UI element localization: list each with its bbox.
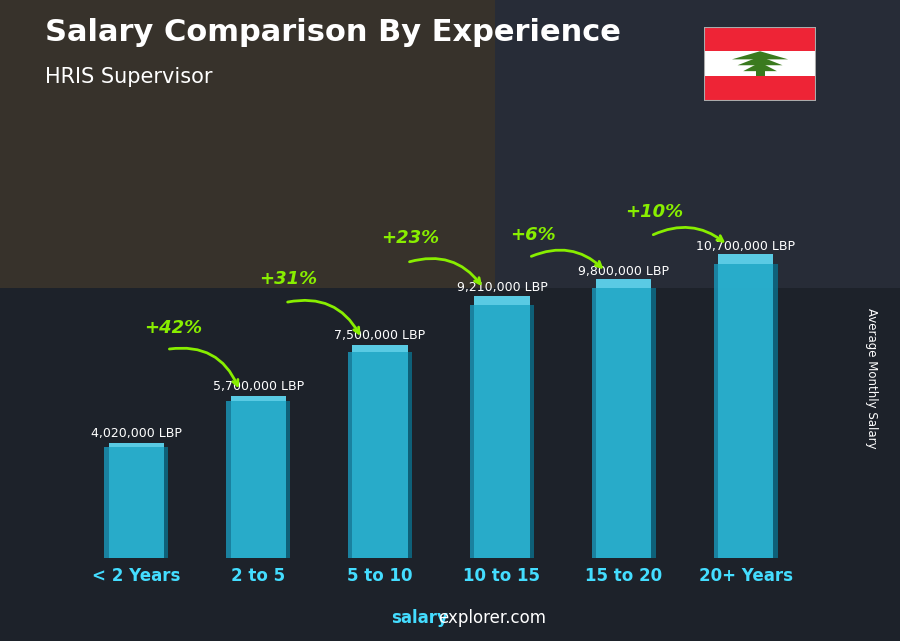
Text: +6%: +6% — [509, 226, 555, 244]
Bar — [408, 351, 411, 558]
Bar — [773, 263, 778, 558]
Bar — [495, 0, 900, 288]
Bar — [704, 51, 816, 76]
Text: 9,800,000 LBP: 9,800,000 LBP — [579, 265, 670, 278]
Bar — [348, 351, 353, 558]
Text: +10%: +10% — [626, 203, 683, 221]
Bar — [230, 401, 285, 558]
Bar — [285, 401, 290, 558]
Text: salary: salary — [392, 609, 448, 627]
Bar — [474, 296, 529, 304]
Bar — [230, 395, 285, 401]
Bar — [104, 447, 109, 558]
Text: +23%: +23% — [382, 229, 439, 247]
Bar — [704, 76, 816, 101]
Bar — [164, 447, 168, 558]
Bar — [353, 345, 408, 351]
Bar — [109, 444, 164, 447]
Bar — [0, 0, 495, 288]
Bar — [704, 27, 816, 51]
Bar — [652, 288, 655, 558]
Polygon shape — [732, 51, 788, 60]
Text: HRIS Supervisor: HRIS Supervisor — [45, 67, 212, 87]
Text: +42%: +42% — [144, 319, 202, 337]
Bar — [718, 254, 773, 263]
Text: 7,500,000 LBP: 7,500,000 LBP — [335, 329, 426, 342]
Bar — [227, 401, 230, 558]
Text: 4,020,000 LBP: 4,020,000 LBP — [91, 428, 182, 440]
Bar — [109, 447, 164, 558]
Bar — [597, 279, 652, 288]
Bar — [0, 288, 900, 641]
Bar — [714, 263, 718, 558]
Text: Salary Comparison By Experience: Salary Comparison By Experience — [45, 18, 621, 47]
Text: Average Monthly Salary: Average Monthly Salary — [865, 308, 878, 449]
Text: 10,700,000 LBP: 10,700,000 LBP — [697, 240, 796, 253]
Bar — [474, 304, 529, 558]
Bar — [718, 263, 773, 558]
Text: 9,210,000 LBP: 9,210,000 LBP — [456, 281, 547, 294]
Bar — [471, 304, 474, 558]
Text: explorer.com: explorer.com — [438, 609, 546, 627]
Text: +31%: +31% — [259, 270, 318, 288]
Bar — [592, 288, 597, 558]
Polygon shape — [743, 62, 777, 71]
Polygon shape — [738, 56, 783, 65]
Bar — [597, 288, 652, 558]
Bar — [756, 69, 765, 76]
Bar — [353, 351, 408, 558]
Text: 5,700,000 LBP: 5,700,000 LBP — [212, 380, 303, 393]
Bar — [529, 304, 534, 558]
